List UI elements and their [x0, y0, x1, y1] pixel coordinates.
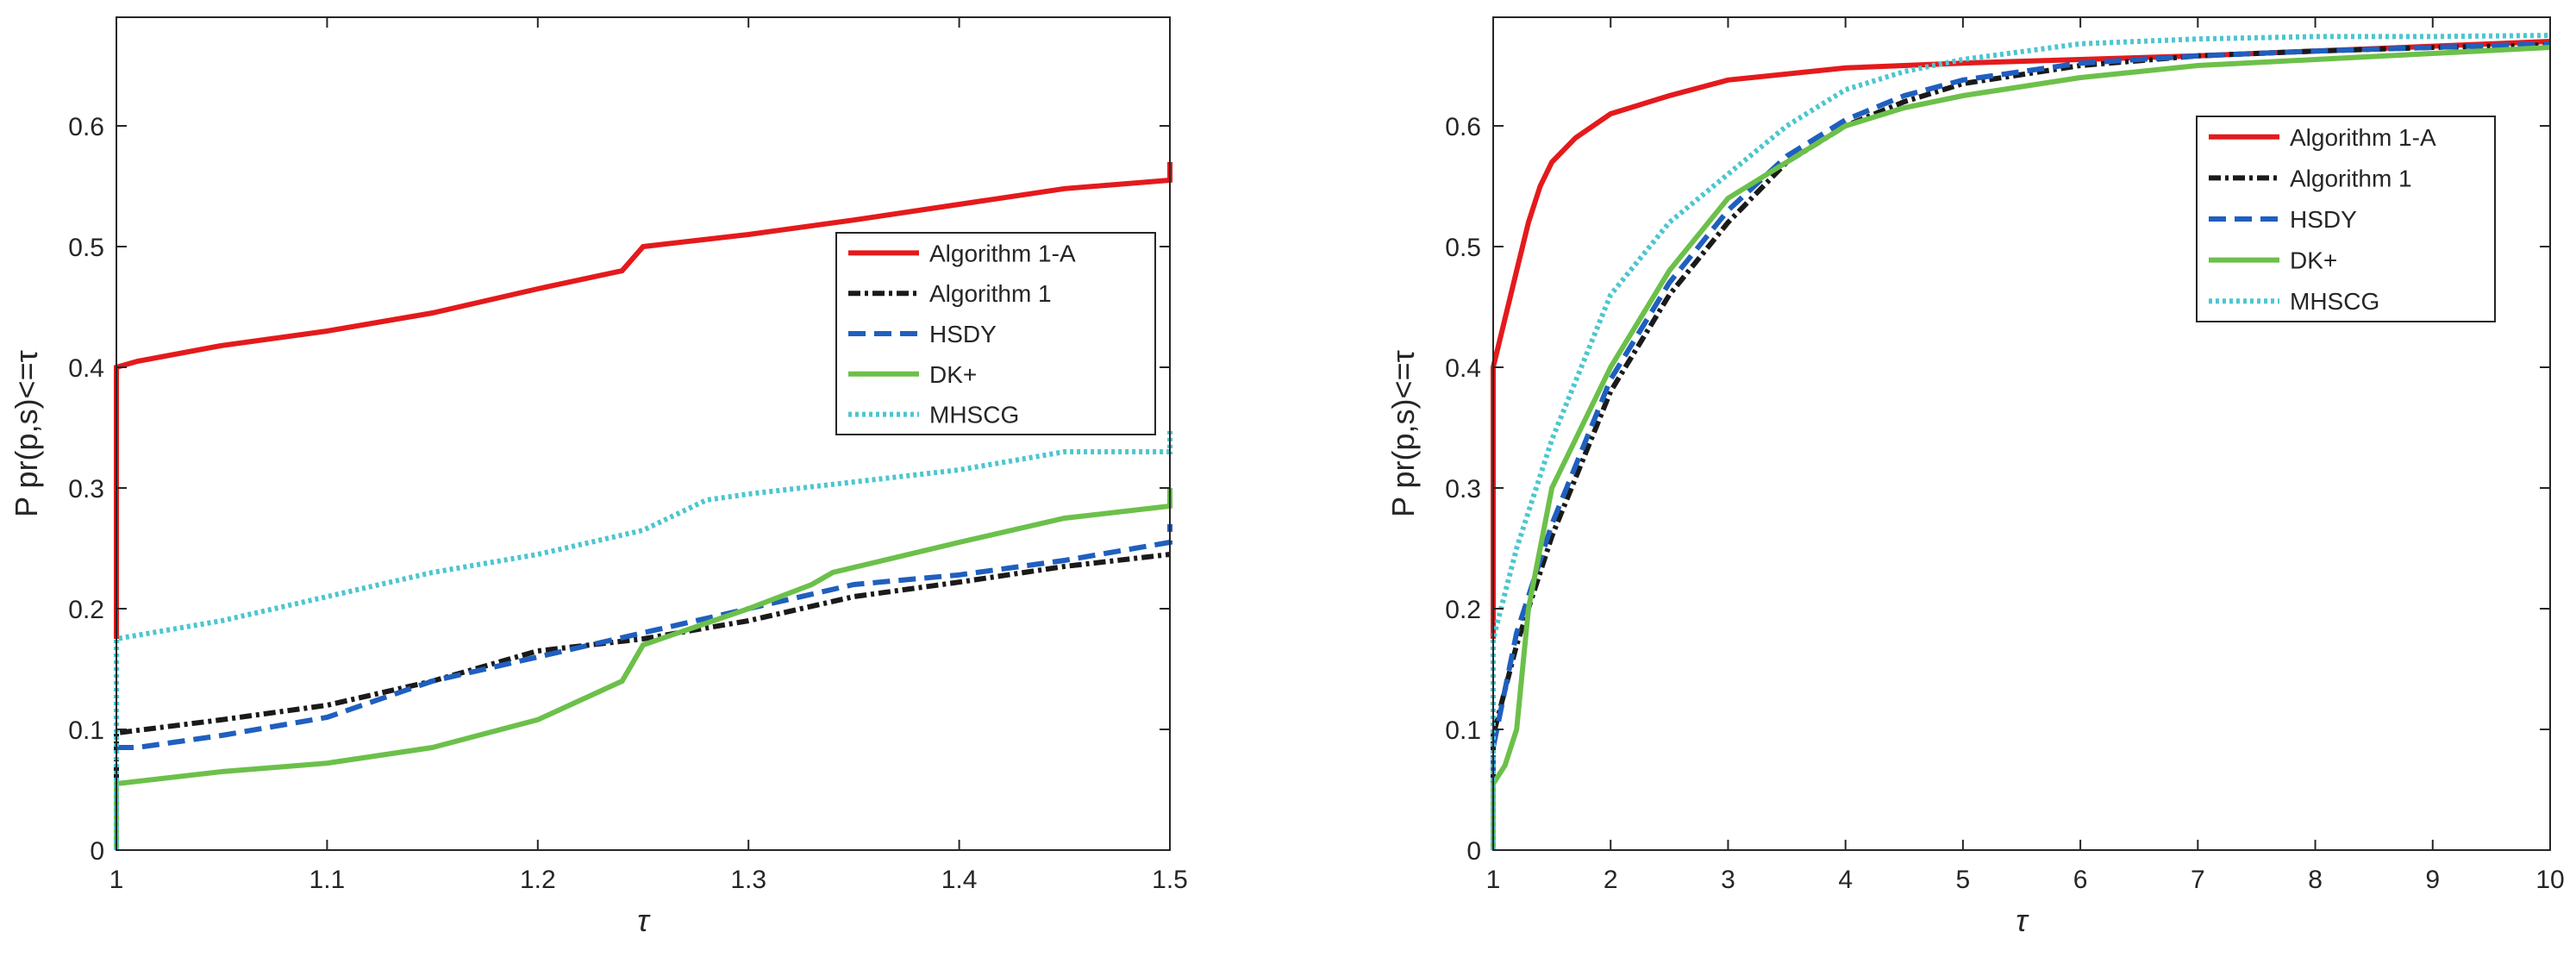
chart-0-xtick-label-0: 1	[109, 866, 124, 894]
chart-0-ylabel: P pr(p,s)<=τ	[9, 350, 44, 517]
chart-1-xtick-label-7: 8	[2308, 866, 2323, 894]
chart-0-ytick-label-5: 0.5	[68, 234, 104, 262]
chart-0-series-0	[114, 162, 1172, 639]
chart-1-legend-label-1: Algorithm 1	[2290, 165, 2412, 191]
chart-0-ytick-label-3: 0.3	[68, 475, 104, 504]
chart-1-xtick-label-3: 4	[1838, 866, 1853, 894]
chart-1-legend-label-4: MHSCG	[2290, 288, 2379, 315]
chart-left: 1 1.1 1.2 1.3 1.4 1.5 0 0.1 0.2 0.3 0.4 0.5 0.6 τ P pr…	[9, 16, 1188, 938]
chart-0-legend: Algorithm 1-A Algorithm 1 HSDY DK+ MHSCG	[835, 232, 1156, 435]
chart-1-ytick-label-6: 0.6	[1445, 113, 1481, 141]
chart-1-ylabel: P pr(p,s)<=τ	[1385, 350, 1421, 517]
chart-0-ytick-label-6: 0.6	[68, 113, 104, 141]
chart-0-ytick-label-4: 0.4	[68, 354, 104, 383]
chart-1-series-4	[1491, 33, 2551, 850]
chart-0-axes-box	[116, 16, 1171, 851]
chart-1-ytick-label-3: 0.3	[1445, 475, 1481, 504]
chart-1-legend: Algorithm 1-A Algorithm 1 HSDY DK+ MHSCG	[2196, 116, 2496, 322]
chart-1-series-3	[1491, 45, 2551, 850]
chart-0-legend-label-1: Algorithm 1	[929, 280, 1052, 307]
chart-0-xlabel: τ	[637, 903, 651, 938]
chart-0-ytick-label-1: 0.1	[68, 716, 104, 745]
chart-0-ytick-label-0: 0	[90, 837, 104, 866]
chart-0-xtick-label-4: 1.4	[941, 866, 978, 894]
chart-0-xtick-label-1: 1.1	[309, 866, 346, 894]
chart-right: 1 2 3 4 5 6 7 8 9 10 0 0.1 0.2 0.3 0.4 0.5 0.6 τ P pr(p,s)…	[1385, 16, 2565, 938]
chart-0-series-3	[114, 488, 1172, 850]
chart-0-legend-label-4: MHSCG	[929, 402, 1019, 428]
chart-1-legend-label-3: DK+	[2290, 247, 2337, 274]
chart-1-xtick-label-4: 5	[1956, 866, 1971, 894]
chart-1-xlabel: τ	[2016, 903, 2029, 938]
chart-1-series-2	[1491, 41, 2551, 850]
chart-1-xtick-label-8: 9	[2425, 866, 2440, 894]
chart-1-xtick-label-9: 10	[2535, 866, 2564, 894]
chart-1-xtick-label-5: 6	[2073, 866, 2088, 894]
chart-0-legend-label-3: DK+	[929, 361, 977, 388]
chart-1-ytick-label-4: 0.4	[1445, 354, 1481, 383]
chart-0-xtick-label-3: 1.3	[730, 866, 766, 894]
chart-0-xtick-label-2: 1.2	[520, 866, 556, 894]
chart-0-ytick-label-2: 0.2	[68, 596, 104, 624]
chart-0-xtick-label-5: 1.5	[1152, 866, 1188, 894]
chart-1-legend-label-2: HSDY	[2290, 206, 2357, 233]
chart-1-xtick-label-6: 7	[2191, 866, 2205, 894]
chart-1-xtick-label-1: 2	[1604, 866, 1618, 894]
chart-1-legend-label-0: Algorithm 1-A	[2290, 124, 2436, 151]
chart-1-ytick-label-1: 0.1	[1445, 716, 1481, 745]
chart-1-ytick-label-5: 0.5	[1445, 234, 1481, 262]
chart-0-series-2	[116, 524, 1172, 750]
chart-0-series-1	[114, 552, 1171, 850]
chart-1-xtick-label-2: 3	[1721, 866, 1735, 894]
chart-1-xtick-label-0: 1	[1486, 866, 1501, 894]
chart-0-legend-label-0: Algorithm 1-A	[929, 240, 1076, 266]
chart-1-ytick-label-0: 0	[1466, 837, 1481, 866]
chart-0-legend-label-2: HSDY	[929, 321, 997, 347]
chart-1-ytick-label-2: 0.2	[1445, 596, 1481, 624]
chart-1-axes-box	[1492, 16, 2551, 851]
